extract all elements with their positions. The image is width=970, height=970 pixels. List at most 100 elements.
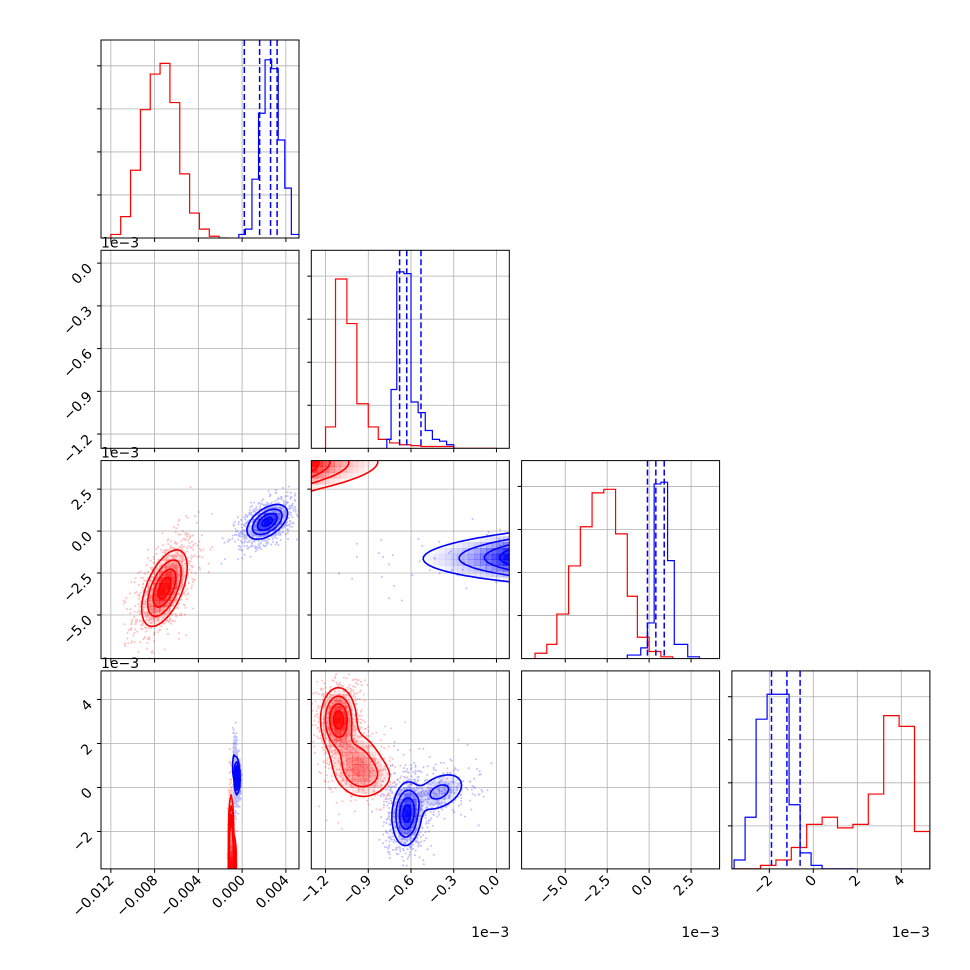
sample-point (14, 482, 16, 484)
density-cell (328, 466, 336, 473)
sample-point (234, 796, 237, 799)
sample-point (229, 870, 231, 872)
density-cell (159, 588, 166, 595)
sample-point (622, 549, 624, 551)
sample-point (736, 554, 738, 556)
sample-point (244, 534, 247, 537)
sample-point (921, 580, 923, 582)
sample-point (173, 562, 176, 565)
sample-point (254, 545, 257, 548)
sample-point (292, 522, 295, 525)
sample-point (288, 525, 291, 528)
sample-point (244, 534, 247, 536)
sample-point (865, 588, 867, 590)
sample-point (254, 539, 257, 542)
sample-point (281, 527, 284, 530)
sample-point (191, 577, 194, 580)
sample-point (947, 547, 949, 549)
sample-point (187, 592, 190, 595)
sample-point (762, 555, 764, 557)
sample-point (274, 500, 277, 503)
sample-point (182, 603, 185, 606)
sample-point (266, 541, 269, 544)
sample-point (138, 619, 141, 622)
density-cell (497, 536, 504, 543)
sample-point (598, 545, 600, 547)
histogram-blue-param-0 (238, 59, 299, 238)
sample-point (135, 621, 138, 624)
sample-point (510, 550, 512, 552)
sample-point (228, 921, 230, 923)
sample-point (249, 545, 252, 548)
sample-point (761, 555, 763, 557)
density-cell (480, 536, 487, 543)
sample-point (273, 505, 276, 508)
sample-point (933, 565, 935, 567)
panel-3-3 (727, 670, 931, 873)
sample-point (288, 511, 291, 514)
sample-point (160, 548, 163, 551)
density-cell (317, 460, 324, 467)
sample-point (238, 545, 241, 548)
sample-point (141, 583, 144, 586)
sample-point (805, 555, 807, 557)
sample-point (964, 558, 966, 560)
sample-point (153, 621, 156, 624)
sample-point (228, 873, 230, 875)
sample-point (757, 555, 759, 557)
sample-point (229, 790, 232, 793)
sample-point (250, 513, 253, 516)
density-cell (229, 839, 236, 847)
sample-point (234, 746, 236, 749)
sample-point (195, 521, 198, 524)
sample-point (906, 605, 908, 607)
density-cell (486, 571, 493, 578)
sample-point (277, 501, 280, 504)
sample-point (228, 928, 230, 930)
sample-point (149, 603, 152, 606)
sample-point (171, 596, 174, 599)
density-cell (170, 600, 178, 607)
sample-point (229, 872, 231, 874)
sample-point (829, 579, 831, 581)
density-cell (439, 548, 446, 555)
sample-point (748, 552, 750, 554)
sample-point (248, 509, 251, 512)
sample-point (785, 567, 787, 569)
sample-point (701, 561, 703, 563)
sample-point (228, 930, 230, 932)
sample-point (161, 551, 164, 554)
sample-point (263, 509, 266, 512)
sample-point (176, 579, 179, 582)
sample-point (748, 559, 750, 561)
sample-point (266, 507, 269, 510)
sample-point (231, 537, 234, 540)
density-cell (252, 513, 259, 520)
sample-point (164, 550, 167, 552)
sample-point (824, 546, 826, 548)
sample-point (179, 546, 181, 549)
sample-point (743, 543, 745, 545)
sample-point (554, 549, 556, 551)
sample-point (145, 600, 148, 603)
sample-point (807, 525, 809, 527)
sample-point (814, 564, 816, 566)
sample-point (192, 544, 195, 547)
sample-point (256, 545, 259, 548)
density-cell (352, 460, 359, 467)
sample-point (868, 557, 870, 559)
sample-point (767, 557, 769, 559)
sample-point (291, 504, 294, 507)
sample-point (418, 560, 421, 563)
sample-point (599, 547, 601, 549)
density-cell (311, 483, 318, 491)
sample-point (172, 593, 175, 596)
sample-point (160, 625, 163, 628)
sample-point (772, 585, 774, 587)
sample-point (249, 501, 252, 504)
sample-point (571, 552, 573, 554)
sample-point (582, 600, 584, 602)
sample-point (579, 569, 581, 571)
sample-point (545, 565, 547, 567)
sample-point (704, 520, 706, 522)
